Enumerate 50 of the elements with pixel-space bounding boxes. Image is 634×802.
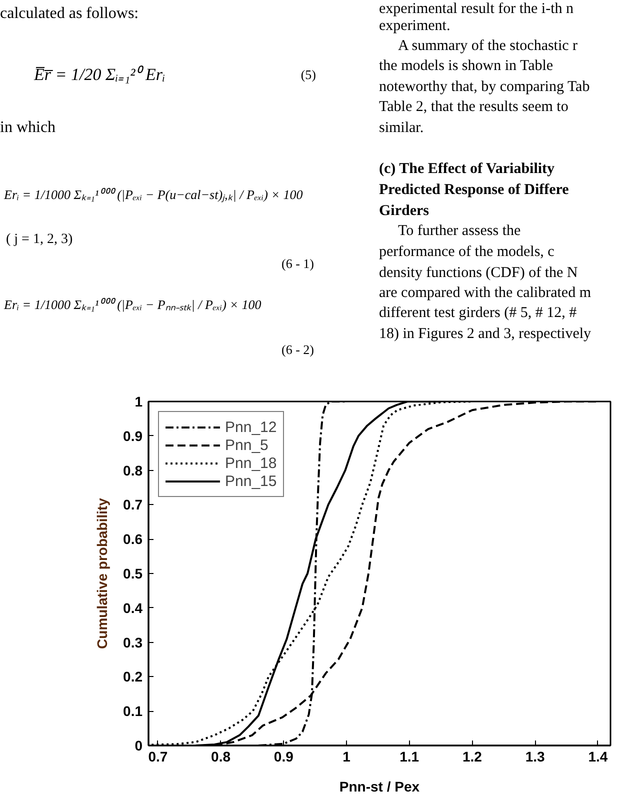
legend-label: Pnn_18: [225, 454, 277, 472]
text: in which: [0, 118, 56, 138]
text: the models is shown in Table: [379, 57, 554, 75]
caption: Table 2, that the results seem to: [379, 98, 568, 116]
x-tick-label: 1.2: [462, 748, 482, 764]
y-tick-label: 0.1: [123, 703, 143, 720]
text: Erᵢ = 1/1000 Σₖ₌₁¹⁰⁰⁰ (|Pₑₓᵢ − Pₙₙ₋ₛₜₖ| / Pₑₓᵢ) × 100: [4, 297, 262, 313]
text: (5): [300, 67, 316, 83]
legend-label: Pnn_12: [225, 418, 277, 436]
text: noteworthy that, by comparing Tab: [379, 78, 590, 96]
y-tick-label: 1: [134, 394, 143, 410]
legend-label: Pnn_15: [225, 472, 277, 490]
y-axis-title: Cumulative probability: [94, 498, 110, 649]
y-tick-label: 0.4: [123, 600, 143, 616]
x-tick-label: 1.4: [588, 748, 608, 764]
text: A summary of the stochastic r: [398, 37, 578, 55]
text: performance of the models, c: [379, 243, 554, 261]
text: density functions (CDF) of the N: [379, 264, 578, 282]
text: calculated as follows:: [0, 4, 139, 24]
y-tick-label: 0.7: [123, 496, 143, 513]
text: similar.: [379, 119, 424, 137]
text: are compared with the calibrated m: [379, 284, 591, 302]
x-tick-label: 1.3: [525, 748, 546, 764]
x-tick-label: 0.8: [211, 748, 231, 764]
x-tick-label: 1.1: [400, 748, 420, 764]
text: (6 - 1): [282, 256, 314, 272]
text: experimental result for the i-th n: [379, 0, 574, 18]
x-tick-label: 0.7: [148, 748, 168, 764]
text: (6 - 2): [282, 342, 314, 358]
y-tick-label: 0.2: [123, 668, 143, 685]
y-tick-label: 0.3: [123, 634, 143, 650]
text: E̅r̅ = 1/20 Σᵢ₌₁²⁰ Erᵢ: [34, 64, 166, 86]
text: To further assess the: [398, 222, 521, 240]
x-axis-title: Pnn-st / Pex: [339, 778, 420, 794]
y-tick-label: 0: [134, 738, 143, 754]
y-tick-label: 0.9: [123, 428, 143, 444]
text: (c) The Effect of Variability: [379, 160, 555, 178]
text: Girders: [379, 202, 429, 220]
text: ( j = 1, 2, 3): [6, 232, 73, 248]
legend-label: Pnn_5: [225, 436, 268, 454]
text: Erᵢ = 1/1000 Σₖ₌₁¹⁰⁰⁰ (|Pₑₓᵢ − P(u−cal−st)ⱼ,ₖ| / Pₑₓᵢ) × 100: [4, 187, 303, 203]
y-tick-label: 0.5: [123, 566, 143, 582]
text: different test girders (# 5, # 12, #: [379, 304, 577, 322]
text: experiment.: [379, 17, 450, 35]
text: 18) in Figures 2 and 3, respectively: [379, 325, 592, 343]
x-tick-label: 1: [342, 748, 351, 764]
y-tick-label: 0.8: [123, 462, 143, 478]
x-tick-label: 0.9: [274, 748, 294, 764]
text: Predicted Response of Differe: [379, 181, 569, 199]
y-tick-label: 0.6: [123, 531, 143, 548]
